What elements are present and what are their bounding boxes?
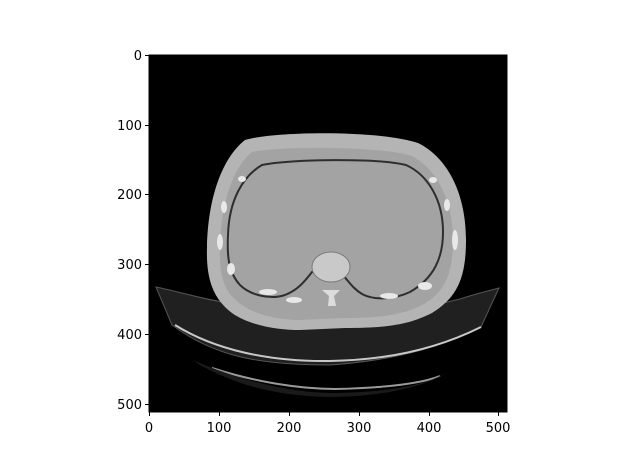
x-tick-label: 400: [417, 421, 442, 436]
y-tick-label: 300: [117, 258, 142, 273]
x-tick-label: 300: [347, 421, 372, 436]
y-tick-label: 500: [117, 398, 142, 413]
y-tick-label: 0: [134, 49, 142, 64]
body-inner: [219, 147, 453, 320]
rib: [429, 177, 437, 183]
ct-scan-image: [149, 55, 507, 412]
rib: [444, 199, 450, 211]
cavity-outline: [226, 159, 445, 300]
axes-frame: [148, 54, 508, 413]
x-tick-label: 500: [486, 421, 511, 436]
x-axis: 0 100 200 300 400 500: [145, 412, 511, 436]
spinal-process: [322, 290, 340, 306]
x-tick-label: 0: [145, 421, 153, 436]
y-axis: 0 100 200 300 400 500: [117, 49, 149, 413]
rib: [452, 230, 458, 250]
rib: [221, 201, 227, 213]
x-tick-label: 200: [277, 421, 302, 436]
rib: [380, 293, 398, 299]
rib: [217, 234, 223, 250]
scanner-table-lower: [211, 367, 441, 391]
y-tick-label: 200: [117, 188, 142, 203]
scanner-table-base: [193, 360, 450, 397]
rib: [259, 289, 277, 295]
rib: [418, 282, 432, 290]
rib: [227, 263, 235, 275]
y-tick-label: 400: [117, 328, 142, 343]
scanner-table-curve: [174, 324, 482, 363]
x-tick-label: 100: [207, 421, 232, 436]
y-tick-label: 100: [117, 119, 142, 134]
rib: [238, 176, 246, 182]
vertebral-body: [311, 251, 351, 283]
rib: [286, 297, 302, 303]
